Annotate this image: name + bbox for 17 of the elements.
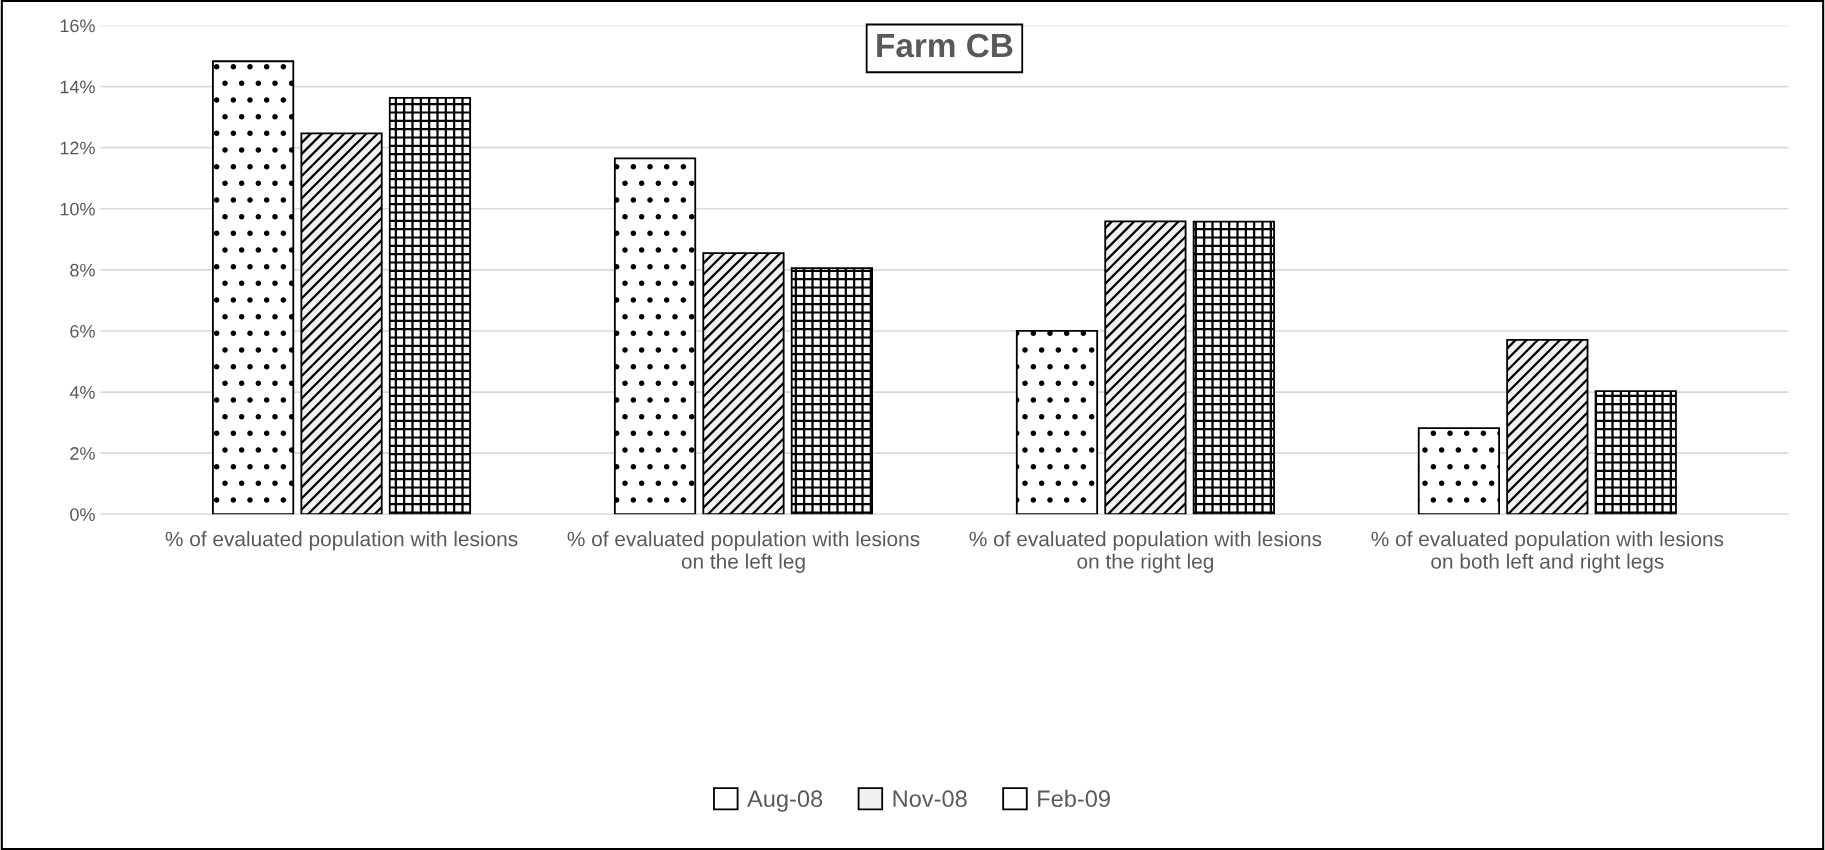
legend-label: Nov-08 <box>893 790 967 808</box>
y-tick-label: 2% <box>70 447 95 460</box>
y-tick-label: 16% <box>60 19 95 33</box>
y-tick-label: 8% <box>70 263 95 277</box>
legend-label: Feb-09 <box>1038 789 1110 808</box>
x-tick-label: % of evaluated population with lesions on the left leg <box>567 531 920 573</box>
x-tick-label: % of evaluated population with lesions <box>165 531 518 551</box>
y-tick-label: 4% <box>69 386 95 399</box>
x-tick-label: % of evaluated population with lesions on the right leg <box>969 531 1322 573</box>
chart-title: Farm CB <box>877 33 1013 58</box>
x-tick-label: % of evaluated population with lesions on both left and right legs <box>1371 531 1724 573</box>
y-tick-label: 0% <box>70 508 95 521</box>
y-tick-label: 14% <box>60 80 95 94</box>
y-tick-label: 10% <box>60 202 95 216</box>
legend-label: Aug-08 <box>747 790 823 812</box>
y-tick-label: 6% <box>70 324 95 338</box>
y-tick-label: 12% <box>60 141 95 155</box>
